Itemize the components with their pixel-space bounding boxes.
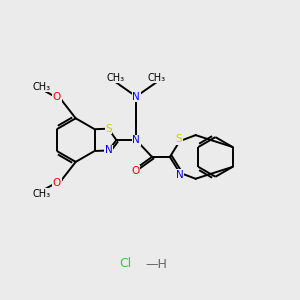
Text: O: O [131, 166, 139, 176]
Text: N: N [105, 146, 112, 155]
Text: O: O [53, 178, 61, 188]
Text: CH₃: CH₃ [106, 73, 124, 83]
Text: S: S [105, 124, 112, 134]
Text: N: N [176, 170, 184, 180]
Text: S: S [176, 134, 182, 144]
Text: O: O [53, 92, 61, 103]
Text: CH₃: CH₃ [33, 82, 51, 92]
Text: Cl: Cl [119, 257, 131, 270]
Text: CH₃: CH₃ [148, 73, 166, 83]
Text: CH₃: CH₃ [33, 189, 51, 199]
Text: —H: —H [145, 258, 167, 272]
Text: N: N [132, 92, 140, 101]
Text: N: N [132, 135, 140, 145]
